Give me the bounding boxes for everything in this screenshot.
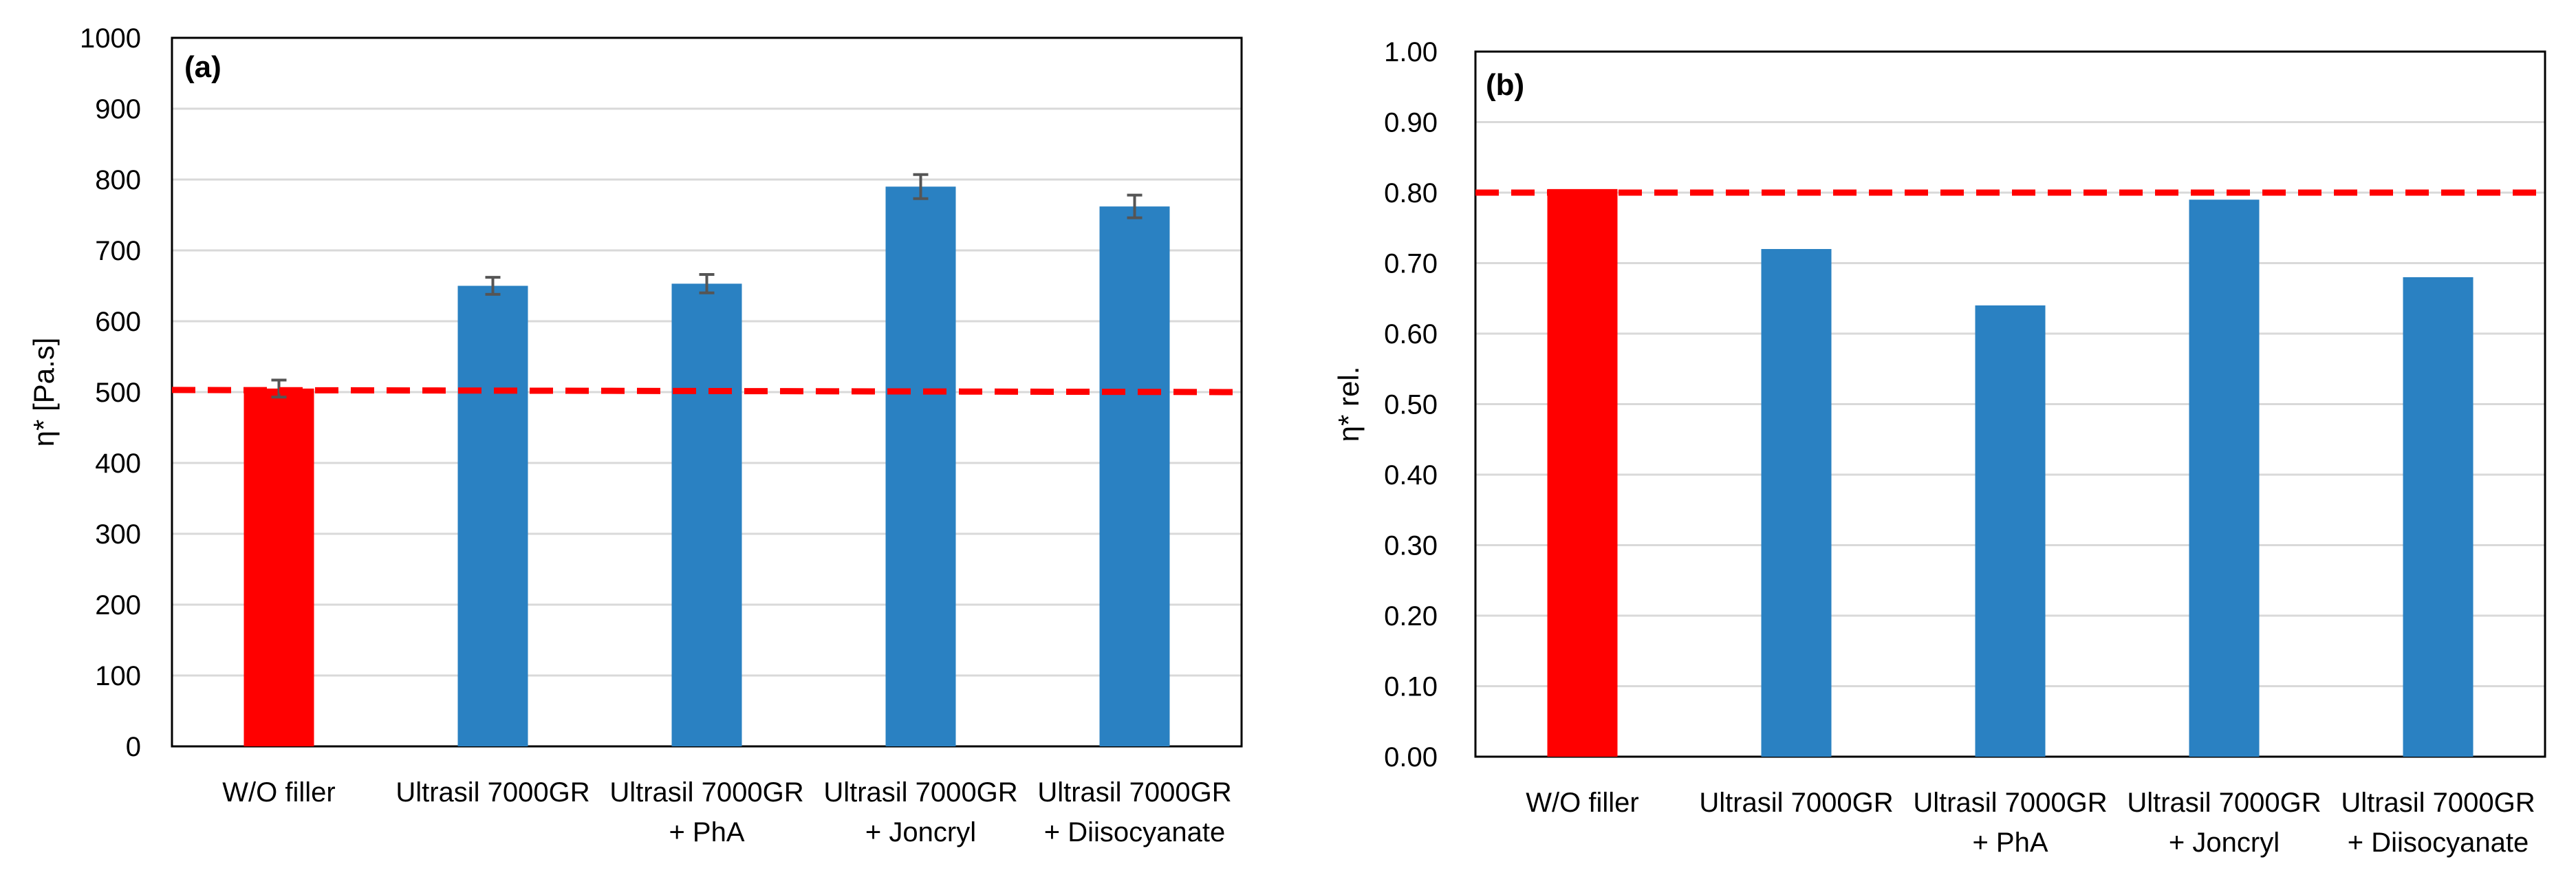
y-tick-label: 1.00	[1384, 37, 1438, 67]
x-category-label: + PhA	[669, 817, 744, 847]
y-tick-label: 0	[126, 732, 141, 762]
x-category-label: + Diisocyanate	[1044, 817, 1225, 847]
bar	[671, 283, 742, 746]
panel-label: (b)	[1486, 68, 1524, 102]
bar	[1761, 249, 1832, 757]
x-category-label: Ultrasil 7000GR	[609, 777, 803, 808]
x-category-label: Ultrasil 7000GR	[1913, 788, 2107, 818]
bar	[2403, 277, 2474, 757]
y-tick-label: 600	[95, 307, 141, 337]
x-category-label: + Joncryl	[2169, 828, 2280, 858]
bar	[457, 285, 528, 746]
x-category-label: + Diisocyanate	[2348, 828, 2529, 858]
x-category-label: W/O filler	[222, 777, 335, 808]
panel-b-chart: 0.00 0.10 0.20 0.30 0.40 0.50 0.60 0.70 0.80 0.90…	[1332, 37, 2546, 858]
y-axis-label: η* [Pa.s]	[28, 338, 60, 447]
y-axis-label: η* rel.	[1332, 367, 1365, 442]
x-category-label: Ultrasil 7000GR	[2341, 788, 2535, 818]
x-category-label: Ultrasil 7000GR	[1699, 788, 1893, 818]
x-category-label: Ultrasil 7000GR	[2127, 788, 2321, 818]
y-tick-label: 0.60	[1384, 319, 1438, 349]
y-tick-label: 900	[95, 94, 141, 125]
y-tick-label: 0.80	[1384, 178, 1438, 208]
x-category-label: Ultrasil 7000GR	[1037, 777, 1231, 808]
x-category-label: + Joncryl	[865, 817, 976, 847]
x-category-label: Ultrasil 7000GR	[396, 777, 589, 808]
x-category-label: W/O filler	[1526, 788, 1638, 818]
x-category-label: + PhA	[1972, 828, 2048, 858]
bar	[243, 388, 314, 746]
y-tick-label: 0.20	[1384, 601, 1438, 631]
y-tick-label: 0.40	[1384, 460, 1438, 490]
y-tick-label: 700	[95, 236, 141, 266]
bar	[885, 186, 956, 746]
bar	[1099, 206, 1170, 746]
y-tick-label: 800	[95, 165, 141, 195]
y-tick-label: 0.50	[1384, 390, 1438, 420]
y-tick-label: 0.30	[1384, 531, 1438, 561]
bar	[2189, 199, 2260, 757]
panel-a-chart: 0 100 200 300 400 500 600 700 800 900 1000 W/O fill…	[28, 23, 1243, 847]
y-tick-label: 500	[95, 378, 141, 408]
y-tick-label: 0.10	[1384, 672, 1438, 702]
panel-label: (a)	[184, 50, 221, 84]
y-tick-label: 0.00	[1384, 742, 1438, 773]
bar	[1547, 188, 1618, 757]
y-tick-label: 300	[95, 519, 141, 550]
y-tick-label: 0.70	[1384, 249, 1438, 279]
x-category-label: Ultrasil 7000GR	[823, 777, 1017, 808]
y-tick-label: 400	[95, 449, 141, 479]
y-tick-label: 200	[95, 590, 141, 620]
y-tick-label: 0.90	[1384, 108, 1438, 138]
bar	[1975, 305, 2046, 757]
y-tick-label: 100	[95, 661, 141, 691]
y-tick-label: 1000	[80, 23, 141, 54]
